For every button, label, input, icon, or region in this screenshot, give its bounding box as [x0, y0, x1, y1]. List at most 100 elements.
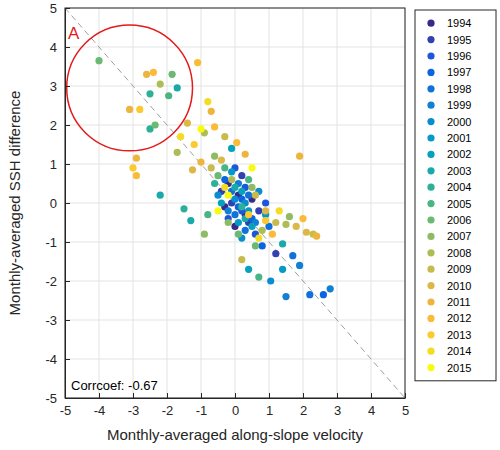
legend-label: 2008	[447, 247, 471, 259]
scatter-point	[296, 153, 303, 160]
tick-label: 0	[232, 403, 239, 418]
legend-label: 2006	[447, 214, 471, 226]
scatter-point	[245, 192, 252, 199]
highlight-circle	[67, 25, 193, 151]
scatter-point	[262, 217, 269, 224]
legend-marker	[427, 348, 434, 355]
scatter-point	[204, 211, 211, 218]
tick-label: 4	[368, 403, 375, 418]
scatter-point	[248, 184, 255, 191]
scatter-point	[211, 153, 218, 160]
scatter-point	[218, 157, 225, 164]
scatter-point	[191, 141, 198, 148]
grid-line-y	[65, 242, 405, 243]
scatter-point	[233, 139, 240, 146]
plot-background	[65, 8, 405, 398]
tick: -1	[45, 235, 70, 250]
scatter-point	[296, 262, 303, 269]
scatter-point	[133, 172, 140, 179]
scatter-point	[221, 164, 228, 171]
legend-label: 1996	[447, 50, 471, 62]
grid-line-y	[65, 86, 405, 87]
x-axis: -5-4-3-2-1012345	[60, 393, 409, 418]
legend-marker	[427, 85, 434, 92]
legend-marker	[427, 134, 434, 141]
scatter-point	[214, 207, 221, 214]
scatter-point	[231, 184, 238, 191]
tick: 4	[368, 393, 375, 418]
tick-label: 2	[300, 403, 307, 418]
scatter-point	[289, 252, 296, 259]
scatter-point	[267, 277, 274, 284]
tick-label: -4	[94, 403, 106, 418]
scatter-point	[299, 215, 306, 222]
series-1995	[218, 172, 280, 257]
scatter-point	[225, 219, 232, 226]
legend-marker	[427, 298, 434, 305]
legend-marker	[427, 69, 434, 76]
legend-marker	[427, 151, 434, 158]
tick-mark	[65, 125, 70, 126]
tick-mark	[371, 393, 372, 398]
legend-label: 2010	[447, 280, 471, 292]
legend-label: 2003	[447, 165, 471, 177]
tick-mark	[167, 393, 168, 398]
scatter-point	[146, 90, 153, 97]
scatter-point	[214, 192, 221, 199]
scatter-point	[245, 176, 252, 183]
legend-marker	[427, 364, 434, 371]
scatter-point	[327, 285, 334, 292]
tick-label: -3	[45, 313, 57, 328]
scatter-point	[136, 106, 143, 113]
scatter-point	[238, 188, 245, 195]
scatter-point	[255, 274, 262, 281]
tick: 3	[334, 393, 341, 418]
scatter-point	[228, 168, 235, 175]
legend-label: 2007	[447, 230, 471, 242]
scatter-point	[276, 207, 283, 214]
tick-mark	[65, 242, 70, 243]
legend-marker	[427, 233, 434, 240]
series-2005	[165, 92, 262, 281]
tick-label: -1	[45, 235, 57, 250]
plot-area	[65, 8, 405, 398]
scatter-point	[262, 199, 269, 206]
scatter-point	[133, 155, 140, 162]
series-2012	[133, 59, 307, 238]
scatter-point	[177, 133, 184, 140]
legend-marker	[427, 216, 434, 223]
legend-marker	[427, 266, 434, 273]
legend-label: 1999	[447, 99, 471, 111]
scatter-point	[252, 242, 259, 249]
tick-mark	[269, 393, 270, 398]
scatter-point	[252, 192, 259, 199]
legend-label: 2004	[447, 181, 471, 193]
series-2000	[214, 188, 274, 285]
tick-label: -2	[162, 403, 174, 418]
tick: 2	[300, 393, 307, 418]
tick: 2	[50, 118, 70, 133]
scatter-point	[279, 266, 286, 273]
tick: -3	[45, 313, 70, 328]
legend-label: 2002	[447, 148, 471, 160]
tick: -4	[45, 352, 70, 367]
scatter-point	[157, 192, 164, 199]
tick-mark	[235, 393, 236, 398]
tick-label: 5	[402, 403, 409, 418]
tick-mark	[133, 393, 134, 398]
chart: -5-4-3-2-1012345-5-4-3-2-1012345Monthly-…	[0, 0, 500, 450]
tick-mark	[65, 281, 70, 282]
scatter-point	[152, 121, 159, 128]
tick-label: -4	[45, 352, 57, 367]
scatter-point	[221, 133, 228, 140]
legend-label: 1994	[447, 17, 471, 29]
highlight-label: A	[68, 24, 80, 43]
legend-marker	[427, 200, 434, 207]
legend-label: 2009	[447, 263, 471, 275]
plot-frame	[65, 8, 405, 398]
tick-mark	[65, 203, 70, 204]
series-2011	[126, 71, 320, 240]
scatter-point	[238, 172, 245, 179]
scatter-point	[228, 145, 235, 152]
tick: 4	[50, 40, 70, 55]
